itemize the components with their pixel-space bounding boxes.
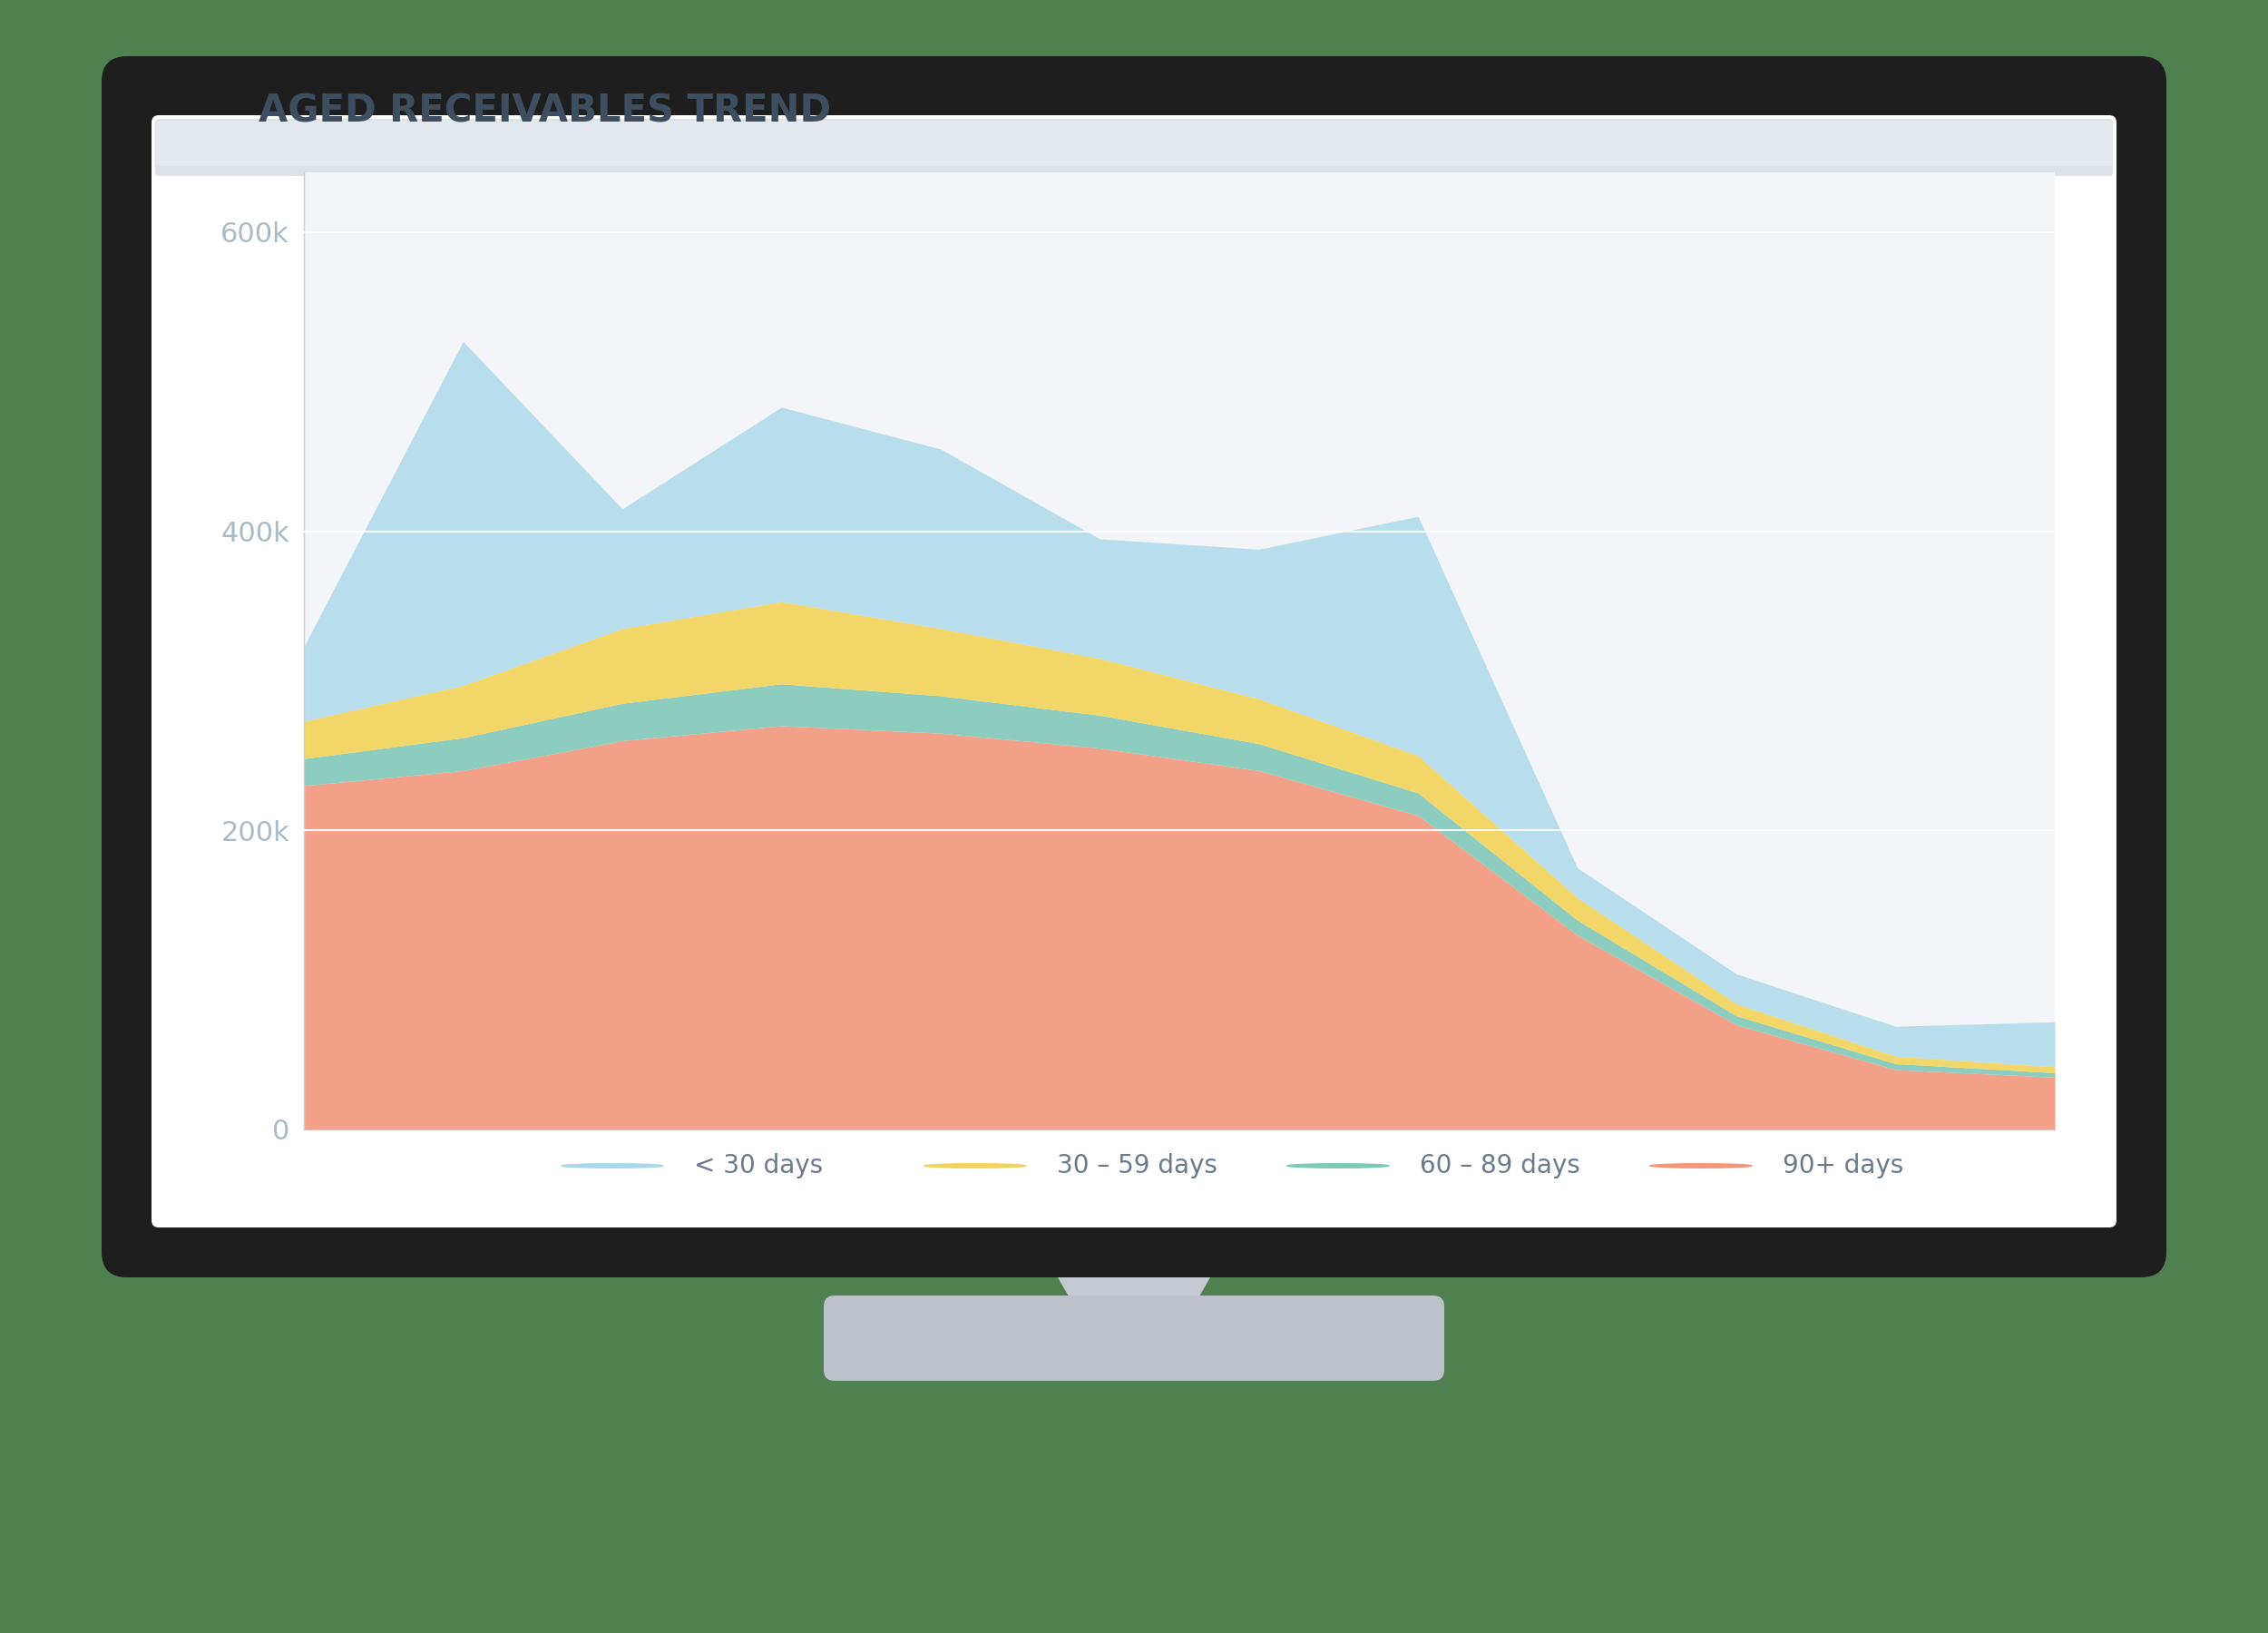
FancyBboxPatch shape xyxy=(156,121,2112,167)
Text: 60 – 89 days: 60 – 89 days xyxy=(1420,1153,1581,1179)
Circle shape xyxy=(1651,1164,1751,1168)
Circle shape xyxy=(562,1164,662,1168)
FancyBboxPatch shape xyxy=(154,119,2114,176)
Text: AGED RECEIVABLES TREND: AGED RECEIVABLES TREND xyxy=(259,91,830,131)
FancyBboxPatch shape xyxy=(823,1295,1445,1382)
FancyBboxPatch shape xyxy=(102,56,2166,1277)
FancyBboxPatch shape xyxy=(152,116,2116,1228)
Text: 90+ days: 90+ days xyxy=(1783,1153,1903,1179)
Circle shape xyxy=(925,1164,1025,1168)
Text: < 30 days: < 30 days xyxy=(694,1153,823,1179)
Polygon shape xyxy=(1043,1253,1225,1316)
Text: 30 – 59 days: 30 – 59 days xyxy=(1057,1153,1218,1179)
Circle shape xyxy=(1288,1164,1388,1168)
